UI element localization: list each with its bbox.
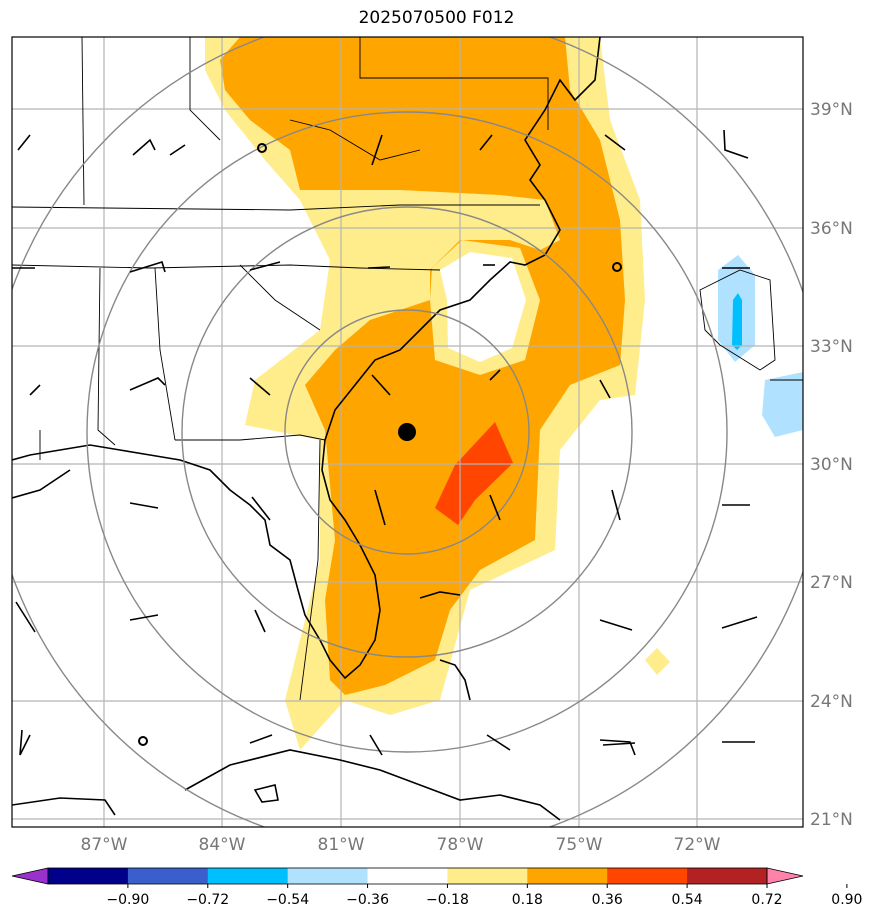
colorbar-extend-min — [11, 867, 49, 885]
colorbar-segment — [287, 868, 369, 884]
map-title: 2025070500 F012 — [358, 8, 515, 28]
colorbar-segment — [687, 868, 768, 884]
lat-label-27: 27°N — [810, 573, 853, 593]
colorbar: −0.90 −0.72 −0.54 −0.36 −0.18 0.18 0.36 0.54 0.7… — [11, 867, 862, 908]
colorbar-segment — [207, 868, 289, 884]
colorbar-segment — [447, 868, 528, 884]
lat-label-24: 24°N — [810, 692, 853, 712]
lon-label-87: 87°W — [81, 835, 128, 855]
contour-fill-small-yellow — [645, 648, 670, 675]
colorbar-tick-label: −0.54 — [266, 892, 309, 908]
lat-label-30: 30°N — [810, 455, 853, 475]
longitude-labels: 87°W 84°W 81°W 78°W 75°W 72°W — [81, 835, 721, 855]
colorbar-tick-label: −0.36 — [346, 892, 389, 908]
lon-label-81: 81°W — [318, 835, 365, 855]
map-frame — [11, 36, 804, 828]
colorbar-tick-label: −0.72 — [186, 892, 229, 908]
colorbar-tick-label: 0.18 — [512, 892, 543, 908]
colorbar-extend-max — [766, 867, 804, 885]
colorbar-segment — [367, 868, 448, 884]
contour-fill-neg-0.18-east — [762, 372, 803, 437]
colorbar-segment — [607, 868, 688, 884]
contour-hole-nc-core — [440, 252, 526, 362]
calm-circles — [138, 143, 622, 746]
lat-label-33: 33°N — [810, 337, 853, 357]
lon-label-84: 84°W — [199, 835, 246, 855]
state-borders — [12, 37, 803, 701]
lon-label-78: 78°W — [437, 835, 484, 855]
colorbar-frame — [47, 867, 768, 885]
colorbar-tick-label: 0.36 — [592, 892, 623, 908]
contour-fill-neg-0.36 — [732, 293, 742, 350]
colorbar-tick-label: 0.90 — [831, 892, 862, 908]
colorbar-tick-label: −0.18 — [426, 892, 469, 908]
colorbar-tick-label: −0.90 — [106, 892, 149, 908]
colorbar-segment — [127, 868, 209, 884]
contour-fill-0.54 — [435, 422, 513, 525]
colorbar-tick-label: 0.54 — [672, 892, 703, 908]
colorbar-segment — [527, 868, 608, 884]
lat-label-39: 39°N — [810, 100, 853, 120]
range-rings — [12, 37, 803, 827]
colorbar-tick-label: 0.72 — [751, 892, 782, 908]
storm-center-dot — [398, 423, 416, 441]
latitude-labels: 39°N 36°N 33°N 30°N 27°N 24°N 21°N — [810, 100, 853, 830]
map-area — [12, 37, 803, 827]
lon-label-75: 75°W — [556, 835, 603, 855]
lat-label-21: 21°N — [810, 810, 853, 830]
lat-label-36: 36°N — [810, 219, 853, 239]
lon-label-72: 72°W — [674, 835, 721, 855]
wind-barbs — [12, 129, 758, 756]
coastline — [12, 37, 636, 821]
contour-fill-0.36 — [220, 37, 625, 695]
colorbar-segment — [48, 868, 129, 884]
graticule — [12, 37, 803, 827]
